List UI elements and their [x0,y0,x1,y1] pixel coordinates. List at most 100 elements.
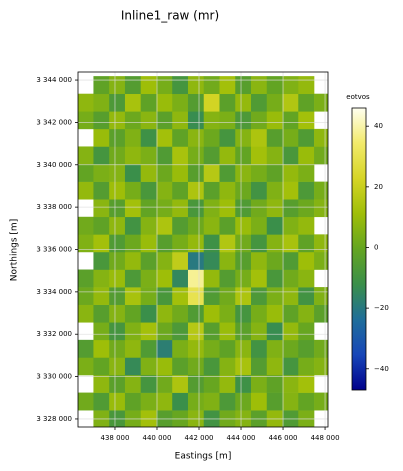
cell [298,251,315,270]
cell [78,287,94,305]
cell [187,164,205,182]
cell [187,374,205,393]
cell [314,128,328,147]
cell [266,216,283,235]
cell [314,339,328,358]
cell [172,374,189,393]
cell [140,322,157,341]
cell [266,111,283,130]
cell [219,146,236,165]
cell [156,322,173,341]
cell [282,339,299,358]
cell [124,269,142,288]
cell [282,357,299,376]
cell [124,322,142,341]
cell [93,93,110,112]
cell [314,181,328,200]
cell [172,251,189,270]
cell [172,304,189,323]
cell [251,181,268,200]
cell [109,251,126,270]
cell [140,339,157,358]
cell [93,216,110,235]
cell [266,287,283,305]
cell [187,93,205,112]
cell [235,357,252,376]
cell [298,181,315,200]
cell [282,304,299,323]
cell [187,146,205,165]
x-tick-label: 442 000 [185,434,214,442]
cell [235,251,252,270]
cell [282,234,299,253]
x-tick-label: 446 000 [269,434,298,442]
cell [219,339,236,358]
cell [314,234,328,253]
cell [266,251,283,270]
cell [298,216,315,235]
cell [156,164,173,182]
cell [219,164,236,182]
cell [78,392,94,411]
cell [282,392,299,411]
cell [235,392,252,411]
cell [251,93,268,112]
x-tick-label: 444 000 [227,434,256,442]
x-tick-label: 448 000 [311,434,340,442]
cell [93,269,110,288]
cell [266,93,283,112]
cell [124,234,142,253]
cell [109,164,126,182]
cell [187,339,205,358]
cell [78,269,94,288]
cell [298,269,315,288]
cell [109,216,126,235]
cell [219,251,236,270]
cell [93,146,110,165]
cell [203,93,220,112]
cell [124,287,142,305]
cell [140,146,157,165]
cell [172,93,189,112]
cell [156,181,173,200]
cell [109,199,126,218]
cell [140,199,157,218]
cell [78,146,94,165]
cell [219,234,236,253]
y-tick-label: 3 342 000 [36,118,72,126]
cell [172,181,189,200]
cell [219,181,236,200]
cell [266,181,283,200]
cell [156,269,173,288]
cell [314,357,328,376]
cell [187,111,205,130]
cell [251,374,268,393]
colorbar-tick-label: 0 [374,243,378,251]
cell [219,269,236,288]
cell [140,269,157,288]
cell [219,304,236,323]
plot-frame [77,71,329,428]
cell [124,304,142,323]
cell [203,251,220,270]
x-tick-label: 440 000 [143,434,172,442]
cell [282,374,299,393]
cell [235,128,252,147]
cell [93,357,110,376]
cell [124,128,142,147]
cell [251,234,268,253]
x-tick-label: 438 000 [100,434,129,442]
cell [172,128,189,147]
cell [298,374,315,393]
y-tick-label: 3 334 000 [36,288,72,296]
cell [156,146,173,165]
cell [156,357,173,376]
cell [282,76,299,95]
cell [156,199,173,218]
cell [172,199,189,218]
cell [187,216,205,235]
cell [109,93,126,112]
cell [140,374,157,393]
cell [203,216,220,235]
cell [172,111,189,130]
